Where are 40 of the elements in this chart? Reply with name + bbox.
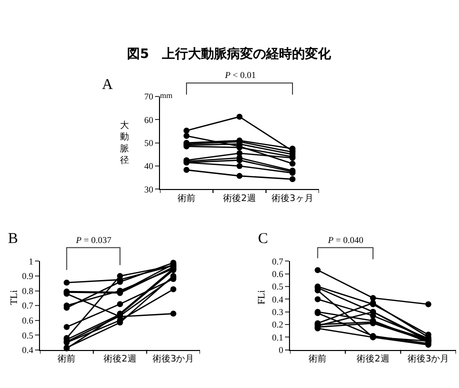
- y-tick-label: 0.2: [272, 320, 284, 330]
- text: P = 0.037: [75, 235, 112, 245]
- text: B: [8, 231, 18, 247]
- y-tick-label: 0.5: [272, 282, 284, 292]
- y-tick-label: 1: [28, 256, 34, 266]
- y-tick-label: 0.6: [272, 269, 284, 280]
- x-tick-label: 術後3ヶ月: [272, 192, 314, 204]
- y-tick-label: 0.9: [22, 271, 34, 282]
- x-tick-label: 術後2週: [223, 192, 256, 204]
- chart-title: 図5 上行大動脈病変の経時的変化: [127, 46, 332, 62]
- y-tick-label: 40: [144, 161, 154, 172]
- text: C: [258, 231, 268, 247]
- x-tick-label: 術後2週: [104, 354, 136, 365]
- y-tick-label: 0.6: [22, 315, 34, 326]
- y-tick-label: 0.5: [22, 330, 34, 340]
- y-tick-label: 0.7: [22, 300, 34, 311]
- y-tick-label: 60: [144, 114, 154, 125]
- y-tick-label: 0.7: [272, 256, 284, 266]
- y-tick-label: 0: [278, 345, 284, 356]
- x-tick-label: 術後3か月: [407, 354, 450, 365]
- y-tick-label: 0.8: [22, 286, 34, 296]
- text: P = 0.040: [327, 235, 364, 245]
- x-tick-label: 術前: [178, 192, 196, 204]
- y-tick-label: 50: [144, 138, 154, 148]
- y-tick-label: 30: [144, 184, 154, 194]
- y-tick-label: 0.1: [272, 332, 284, 342]
- y-axis-title: 大動脈径: [120, 120, 129, 166]
- x-tick-label: 術前: [308, 354, 327, 365]
- x-tick-label: 術後2週: [356, 354, 390, 365]
- annotation: mm: [160, 91, 174, 100]
- text: P < 0.01: [224, 70, 256, 80]
- y-tick-label: 0.3: [272, 307, 284, 318]
- y-tick-label: 70: [144, 92, 154, 102]
- y-tick-label: 0.4: [272, 294, 284, 304]
- text: A: [102, 77, 113, 93]
- y-tick-label: 0.4: [22, 345, 34, 356]
- y-axis-title: TLi: [8, 290, 20, 306]
- y-axis-title: FLi: [256, 290, 268, 305]
- x-tick-label: 術後3か月: [152, 354, 194, 365]
- x-tick-label: 術前: [58, 354, 76, 365]
